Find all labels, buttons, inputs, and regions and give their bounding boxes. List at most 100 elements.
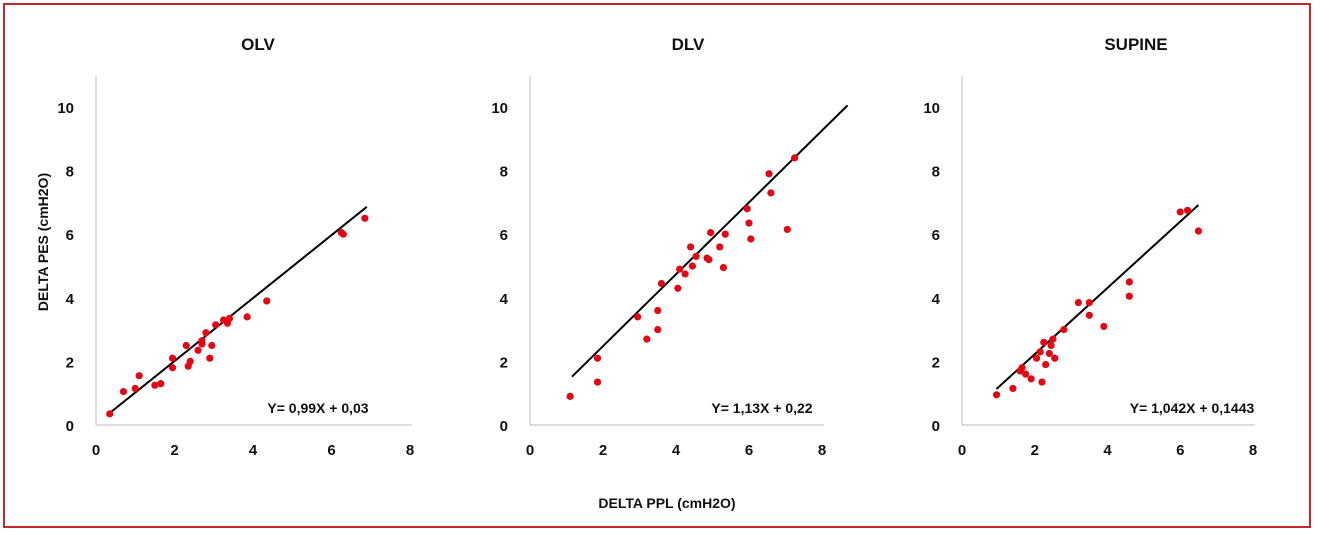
panel-1-data-point [119, 388, 128, 396]
panel-2-data-point [747, 235, 755, 243]
panel-1-data-point [131, 384, 139, 393]
panel-3-x-tick-label: 4 [1103, 442, 1112, 459]
panel-2-data-point [707, 229, 715, 237]
panel-2-x-tick-label: 6 [745, 442, 753, 459]
panel-2-data-point [767, 189, 775, 197]
panel-2-data-point [657, 279, 666, 288]
panel-2-x-tick-label: 8 [818, 442, 826, 459]
panel-1-data-point [168, 354, 177, 362]
panel-2-data-point [593, 378, 602, 386]
panel-2-y-tick-label: 10 [491, 100, 508, 117]
panel-1-y-tick-label: 0 [66, 418, 74, 435]
panel-1-data-point [157, 380, 165, 388]
panel-3-data-point [1045, 349, 1053, 358]
panel-3-y-tick-label: 4 [932, 291, 941, 308]
panel-2-data-point [745, 219, 753, 227]
panel-1-y-tick-label: 8 [66, 164, 74, 181]
panel-2-data-point [634, 313, 642, 321]
panel-1-data-point [182, 341, 190, 350]
panel-2-y-tick-label: 0 [500, 418, 508, 435]
panel-2-data-point [791, 154, 799, 162]
panel-2-data-point [687, 243, 695, 251]
shared-y-axis-label: DELTA PES (cmH2O) [35, 173, 51, 311]
panel-1-data-point [339, 230, 347, 238]
panel-2-data-point [593, 354, 602, 362]
panel-2-y-tick-label: 6 [500, 227, 508, 244]
panel-3-data-point [1038, 378, 1046, 386]
panel-1-data-point [135, 372, 143, 380]
panel-2-data-point [681, 270, 689, 278]
panel-3-data-point [1085, 311, 1093, 319]
panel-3-data-point [1183, 206, 1192, 214]
panel-1-equation: Y= 0,99X + 0,03 [267, 400, 368, 416]
panel-2-x-tick-label: 4 [672, 442, 681, 459]
panel-1-x-tick-label: 8 [406, 442, 414, 459]
panel-3-y-tick-label: 0 [932, 418, 940, 435]
panel-3-y-tick-label: 8 [932, 164, 940, 181]
panel-1-y-tick-label: 10 [57, 100, 74, 117]
shared-x-axis-label: DELTA PPL (cmH2O) [598, 495, 735, 511]
panel-3-data-point [1125, 292, 1133, 300]
panel-1-data-point [202, 329, 210, 337]
panel-2-data-point [654, 306, 662, 315]
panel-1-data-point [194, 346, 202, 354]
panel-2-data-point [719, 263, 728, 272]
panel-3-data-point [1051, 354, 1059, 362]
panel-2-title: DLV [672, 35, 705, 54]
panel-3-equation: Y= 1,042X + 0,1443 [1130, 400, 1255, 416]
panel-1-data-point [198, 337, 206, 345]
panel-2-regression-line [571, 104, 849, 378]
panel-2-y-tick-label: 4 [500, 291, 509, 308]
panel-1-title: OLV [241, 35, 275, 54]
panel-2-y-tick-label: 8 [500, 164, 508, 181]
panel-3-data-point [1022, 370, 1030, 378]
panel-1-data-point [151, 381, 159, 389]
panel-3-data-point [1047, 341, 1055, 350]
panel-3-data-point [992, 391, 1001, 399]
panel-3-title: SUPINE [1104, 35, 1167, 54]
panel-1-x-tick-label: 0 [92, 442, 100, 459]
panel-2-data-point [721, 230, 729, 238]
panel-3-x-tick-label: 6 [1176, 442, 1184, 459]
panel-2-data-point [743, 205, 751, 213]
panel-3-data-point [1176, 208, 1184, 216]
panel-1-y-tick-label: 4 [66, 291, 75, 308]
panel-1-data-point [186, 357, 194, 365]
panel-1-data-point [206, 354, 214, 362]
panel-1-data-point [168, 364, 177, 372]
panel-3-data-point [1049, 335, 1057, 343]
panel-2-data-point [692, 252, 700, 261]
panel-1-data-point [225, 314, 234, 323]
panel-2-data-point [705, 256, 713, 264]
panel-2-y-tick-label: 2 [500, 354, 508, 371]
panel-1-data-point [263, 297, 271, 305]
panel-3-data-point [1194, 227, 1203, 235]
panel-3-data-point [1032, 354, 1041, 362]
panel-2-data-point [566, 392, 574, 400]
panel-2-x-tick-label: 0 [526, 442, 534, 459]
panel-2-data-point [654, 326, 662, 334]
panel-3-data-point [1125, 278, 1133, 286]
panel-1-y-tick-label: 2 [66, 354, 74, 371]
panel-1-data-point [106, 410, 114, 418]
panel-2-data-point [783, 225, 791, 234]
panel-3-data-point [1085, 298, 1093, 307]
panel-3-data-point [1027, 375, 1035, 383]
panel-3-data-point [1018, 364, 1026, 372]
panel-1-data-point [208, 341, 216, 350]
panel-3-x-tick-label: 0 [958, 442, 966, 459]
panel-3-x-tick-label: 2 [1031, 442, 1039, 459]
panel-3-data-point [1060, 326, 1068, 334]
panel-3-data-point [1036, 348, 1044, 356]
panel-2-x-tick-label: 2 [599, 442, 607, 459]
panel-3-regression-line [995, 204, 1200, 390]
panel-3-y-tick-label: 6 [932, 227, 940, 244]
panel-2-data-point [765, 170, 773, 178]
panel-1-x-tick-label: 2 [170, 442, 178, 459]
panel-3-data-point [1009, 384, 1017, 393]
panel-3-data-point [1100, 322, 1108, 331]
panel-2-equation: Y= 1,13X + 0,22 [711, 400, 812, 416]
panel-3-data-point [1040, 338, 1048, 346]
panel-2-data-point [674, 284, 682, 292]
